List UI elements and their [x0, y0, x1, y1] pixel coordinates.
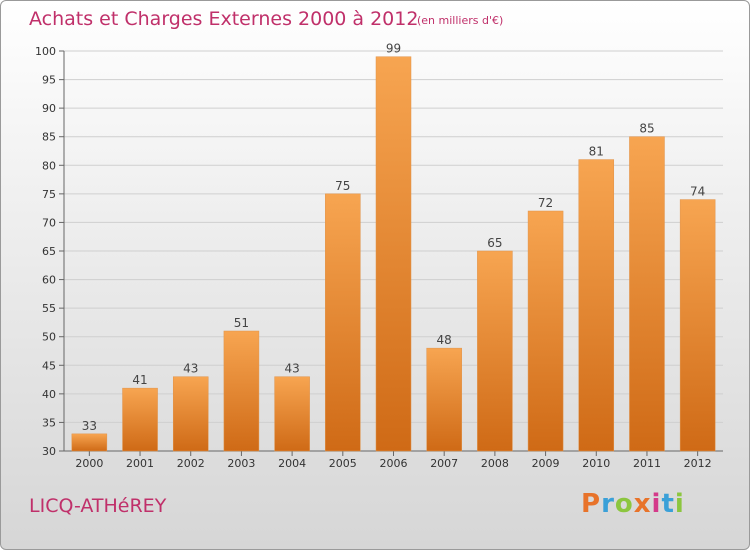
data-label: 65	[487, 236, 502, 250]
x-tick-label: 2001	[126, 457, 154, 470]
y-tick-label: 35	[42, 416, 56, 429]
logo-letter: t	[661, 489, 675, 519]
data-label: 74	[690, 185, 705, 199]
data-label: 48	[437, 333, 452, 347]
logo-letter: i	[651, 489, 662, 519]
y-tick-label: 100	[35, 45, 56, 58]
chart-subtitle: (en milliers d'€)	[417, 14, 504, 27]
data-label: 81	[589, 145, 604, 159]
bar-2008	[477, 250, 513, 452]
y-tick-label: 45	[42, 359, 56, 372]
x-tick-label: 2009	[532, 457, 560, 470]
bar-2001	[122, 387, 158, 452]
y-tick-label: 55	[42, 302, 56, 315]
y-tick-label: 85	[42, 131, 56, 144]
data-label: 75	[335, 179, 350, 193]
x-tick-label: 2005	[329, 457, 357, 470]
y-tick-label: 40	[42, 388, 56, 401]
y-tick-label: 70	[42, 216, 56, 229]
x-tick-label: 2006	[380, 457, 408, 470]
logo-letter: o	[614, 489, 634, 519]
place-name: LICQ-ATHéREY	[29, 495, 167, 517]
x-tick-label: 2010	[582, 457, 610, 470]
x-tick-label: 2002	[177, 457, 205, 470]
y-tick-label: 60	[42, 274, 56, 287]
bar-2012	[679, 199, 716, 452]
data-label: 99	[386, 42, 401, 56]
y-tick-label: 80	[42, 159, 56, 172]
x-tick-label: 2004	[278, 457, 306, 470]
bar-2007	[426, 347, 462, 452]
proxiti-logo: Proxiti	[581, 489, 685, 519]
bar-2000	[71, 433, 108, 452]
bar-2004	[274, 376, 310, 452]
data-label: 51	[234, 316, 249, 330]
bar-2005	[325, 193, 361, 452]
bar-2011	[629, 136, 665, 452]
data-label: 72	[538, 196, 553, 210]
x-tick-label: 2008	[481, 457, 509, 470]
data-label: 85	[639, 122, 654, 136]
logo-letter: P	[581, 489, 602, 519]
bar-2006	[375, 56, 412, 452]
y-tick-label: 90	[42, 102, 56, 115]
bar-2002	[172, 376, 209, 452]
bars	[71, 56, 716, 452]
x-tick-label: 2011	[633, 457, 661, 470]
logo-letter: x	[633, 489, 652, 519]
x-tick-label: 2007	[430, 457, 458, 470]
y-tick-label: 30	[42, 445, 56, 458]
x-tick-label: 2003	[227, 457, 255, 470]
labels: 30 35 40 45 50 55 60 65 70 75 80 85 90 95 100 2000 33 200…	[35, 42, 712, 470]
y-tick-label: 75	[42, 188, 56, 201]
x-tick-label: 2000	[75, 457, 103, 470]
y-tick-label: 95	[42, 74, 56, 87]
y-tick-label: 65	[42, 245, 56, 258]
data-label: 41	[132, 373, 147, 387]
bar-2009	[527, 210, 564, 452]
chart-title: Achats et Charges Externes 2000 à 2012	[29, 8, 419, 30]
bar-2010	[578, 159, 615, 452]
y-tick-label: 50	[42, 331, 56, 344]
logo-letter: r	[601, 489, 615, 519]
data-label: 43	[183, 362, 198, 376]
logo-letter: i	[674, 489, 685, 519]
data-label: 33	[82, 419, 97, 433]
bar-2003	[223, 330, 260, 452]
x-tick-label: 2012	[684, 457, 712, 470]
data-label: 43	[284, 362, 299, 376]
